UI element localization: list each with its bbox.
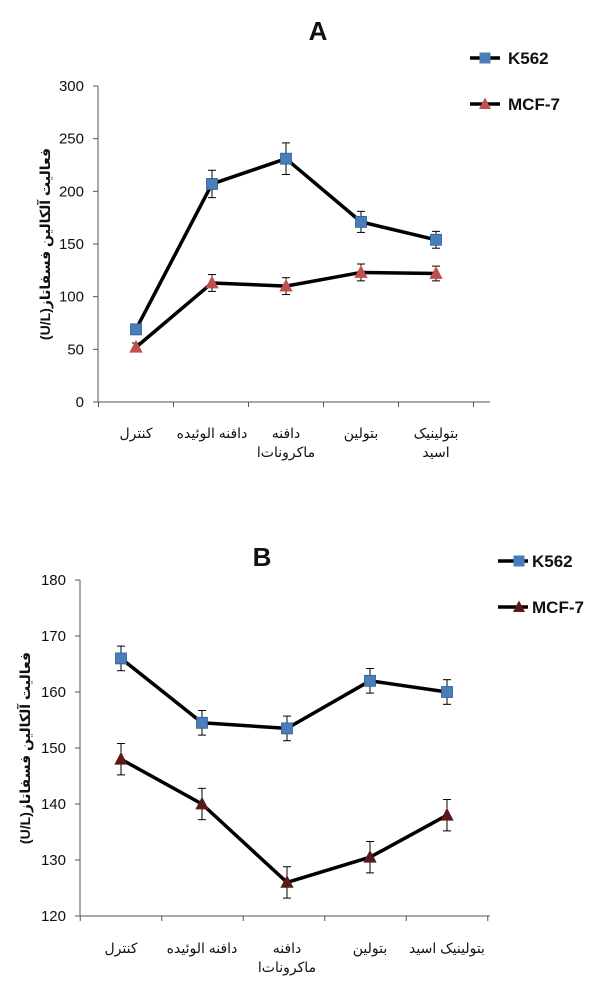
data-point-mcf-7: [363, 849, 377, 863]
y-tick-label: 120: [41, 908, 66, 925]
y-axis-label-line: فعالیت آلکالین فسفاتاز: [36, 148, 54, 309]
legend-label: K562: [532, 552, 573, 571]
chart-title: B: [253, 542, 272, 572]
data-point-k562: [196, 716, 208, 729]
x-tick-label-line: بتولین: [344, 425, 379, 442]
y-tick-label: 50: [67, 341, 84, 358]
chart-title: A: [309, 16, 328, 46]
y-axis-label: (U/L)فعالیت آلکالین فسفاتاز: [16, 652, 34, 844]
y-axis-label-unit: (U/L): [17, 812, 33, 844]
x-tick-label: بتولین: [353, 940, 388, 957]
y-tick-label: 140: [41, 796, 66, 813]
x-tick-label-line: ماکرونات‌ا: [258, 959, 316, 976]
x-tick-label: بتولین: [344, 425, 379, 442]
legend-marker: [479, 52, 491, 64]
legend-label: MCF-7: [532, 598, 584, 617]
x-tick-label-line: دافنه الوئیده: [177, 425, 248, 442]
y-tick-label: 250: [59, 131, 84, 148]
y-tick-label: 150: [41, 740, 66, 757]
legend-label: K562: [508, 49, 549, 68]
data-point-k562: [206, 178, 218, 190]
data-point-k562: [364, 674, 376, 687]
y-tick-label: 150: [59, 236, 84, 253]
x-tick-label: بتولینیک اسید: [409, 940, 485, 957]
data-point-mcf-7: [129, 339, 143, 353]
y-tick-label: 100: [59, 289, 84, 306]
data-point-mcf-7: [195, 796, 209, 810]
data-point-k562: [280, 152, 292, 165]
x-tick-label-line: بتولینیک: [414, 425, 459, 442]
legend-marker: [513, 555, 525, 567]
data-point-k562: [281, 722, 293, 735]
chart-a: A 0 50 100 150 200 250 300 کنترل دافنه الوئیده داف…: [36, 16, 560, 461]
x-tick-label-line: بتولینیک اسید: [409, 940, 485, 957]
series-line-k562: [134, 156, 437, 331]
y-tick-label: 160: [41, 684, 66, 701]
x-tick-label-line: اسید: [422, 444, 449, 460]
data-point-mcf-7: [279, 278, 293, 292]
y-tick-label: 0: [76, 394, 84, 411]
series-line-k562: [119, 657, 448, 731]
data-point-mcf-7: [429, 266, 443, 279]
data-point-k562: [115, 652, 127, 665]
x-tick-label: دافنه ماکرونات‌ا: [257, 425, 315, 461]
x-tick-label-line: کنترل: [104, 940, 137, 957]
series-line-mcf-7: [120, 757, 448, 885]
y-tick-label: 300: [59, 78, 84, 95]
y-axis-label-line: فعالیت آلکالین فسفاتاز: [16, 652, 34, 813]
legend-label: MCF-7: [508, 95, 560, 114]
x-tick-label-line: دافنه: [273, 940, 302, 956]
x-tick-label: کنترل: [104, 940, 137, 957]
data-point-k562: [441, 686, 453, 698]
data-point-mcf-7: [114, 751, 128, 765]
x-tick-label-line: ماکرونات‌ا: [257, 444, 315, 461]
y-tick-label: 200: [59, 183, 84, 200]
data-point-k562: [430, 233, 442, 246]
data-point-mcf-7: [440, 807, 454, 821]
x-tick-label-line: دافنه الوئیده: [167, 940, 238, 957]
x-tick-label: دافنه الوئیده: [177, 425, 248, 442]
y-tick-label: 180: [41, 572, 66, 589]
y-tick-label: 130: [41, 852, 66, 869]
legend-marker: [479, 97, 491, 109]
data-point-mcf-7: [205, 275, 219, 289]
data-point-mcf-7: [354, 265, 368, 278]
x-tick-label: کنترل: [119, 425, 152, 442]
y-axis-label: (U/L)فعالیت آلکالین فسفاتاز: [36, 148, 54, 340]
legend-marker: [513, 600, 525, 612]
data-point-k562: [355, 215, 367, 228]
y-axis-label-unit: (U/L): [37, 308, 53, 340]
x-tick-label-line: بتولین: [353, 940, 388, 957]
x-tick-label-line: کنترل: [119, 425, 152, 442]
x-tick-label: دافنه الوئیده: [167, 940, 238, 957]
x-tick-label-line: دافنه: [272, 425, 301, 441]
chart-b: B 120 130 140 150 160 170 180 کنترل دافنه الوئیده…: [16, 542, 584, 976]
data-point-k562: [130, 323, 142, 336]
y-tick-label: 170: [41, 628, 66, 645]
data-point-mcf-7: [280, 875, 294, 888]
x-tick-label: دافنه ماکرونات‌ا: [258, 940, 316, 976]
x-tick-label: بتولینیک اسید: [414, 425, 459, 460]
